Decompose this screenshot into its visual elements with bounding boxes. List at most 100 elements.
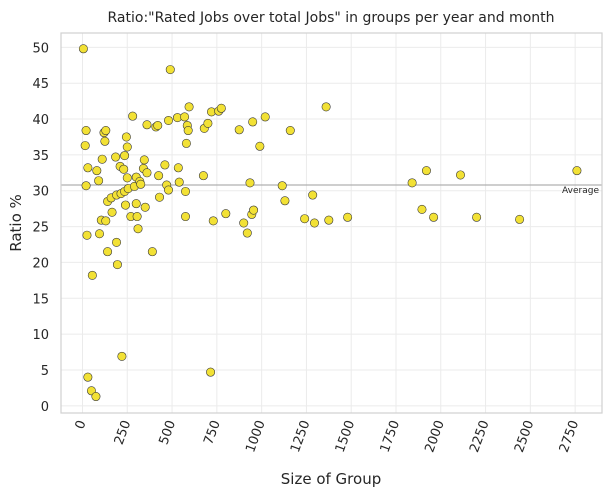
data-point — [242, 228, 252, 238]
data-point — [142, 120, 152, 130]
data-point — [100, 136, 110, 146]
data-point — [160, 160, 170, 170]
x-tick-label: 2500 — [512, 418, 537, 454]
data-point — [91, 392, 101, 402]
x-axis-label: Size of Group — [281, 470, 381, 488]
data-point — [122, 142, 132, 152]
data-point — [142, 168, 152, 178]
data-point — [472, 212, 482, 222]
data-point — [121, 132, 131, 142]
data-point — [407, 178, 417, 188]
data-point — [308, 190, 318, 200]
data-point — [321, 102, 331, 112]
data-point — [117, 351, 127, 361]
data-point — [155, 192, 165, 202]
x-tick-labels: 0 250 500 750 1000 1250 1500 1750 2000 2250 2500 27… — [73, 418, 583, 454]
data-point — [245, 178, 255, 188]
data-point — [572, 166, 582, 176]
data-point — [174, 177, 184, 187]
data-point — [249, 205, 259, 215]
data-point — [183, 126, 193, 136]
data-point — [140, 202, 150, 212]
data-point — [82, 230, 92, 240]
y-tick-label: 25 — [32, 221, 49, 236]
y-tick-label: 45 — [32, 77, 49, 92]
data-point — [165, 65, 175, 75]
data-point — [455, 170, 465, 180]
x-tick-label: 250 — [112, 418, 135, 446]
x-tick-label: 1000 — [243, 418, 268, 454]
data-point — [221, 209, 231, 219]
y-tick-label: 20 — [32, 256, 49, 271]
data-point — [111, 152, 121, 162]
x-tick-label: 0 — [73, 418, 90, 431]
data-point — [103, 247, 113, 257]
x-tick-label: 2250 — [467, 418, 492, 454]
average-label: Average — [562, 186, 599, 196]
data-point — [234, 125, 244, 135]
data-point — [239, 218, 249, 228]
y-tick-label: 10 — [32, 328, 49, 343]
y-axis-label: Ratio % — [7, 194, 25, 252]
x-tick-label: 1750 — [378, 418, 403, 454]
data-point — [300, 214, 310, 224]
data-point — [515, 214, 525, 224]
data-point — [417, 204, 427, 214]
data-point — [101, 216, 111, 226]
data-point — [277, 181, 287, 191]
data-point — [120, 151, 130, 161]
y-tick-label: 15 — [32, 292, 49, 307]
data-point — [120, 200, 130, 210]
data-point — [324, 215, 334, 225]
y-tick-label: 50 — [32, 41, 49, 56]
x-tick-label: 500 — [157, 418, 180, 446]
y-tick-labels: 0 5 10 15 20 25 30 35 40 45 50 — [32, 41, 49, 414]
data-point — [107, 207, 117, 217]
data-point — [260, 112, 270, 122]
data-point — [173, 163, 183, 173]
data-point — [206, 367, 216, 377]
data-point — [181, 212, 191, 222]
data-point — [139, 155, 149, 165]
data-points — [78, 44, 582, 402]
data-point — [163, 115, 173, 125]
data-point — [153, 120, 163, 130]
data-point — [95, 229, 105, 239]
data-point — [147, 247, 157, 257]
data-point — [83, 163, 93, 173]
data-point — [429, 212, 439, 222]
data-point — [421, 166, 431, 176]
data-point — [112, 237, 122, 247]
data-point — [184, 102, 194, 112]
y-tick-label: 40 — [32, 113, 49, 128]
data-point — [80, 141, 90, 151]
data-point — [208, 216, 218, 226]
data-point — [343, 212, 353, 222]
data-point — [131, 199, 141, 209]
y-tick-label: 5 — [41, 364, 49, 379]
data-point — [112, 260, 122, 270]
data-point — [216, 103, 226, 113]
data-point — [309, 218, 319, 228]
data-point — [78, 44, 88, 54]
data-point — [122, 173, 132, 183]
data-point — [128, 111, 138, 121]
x-tick-label: 2000 — [422, 418, 447, 454]
data-point — [198, 171, 208, 181]
data-point — [136, 179, 146, 189]
x-tick-label: 750 — [201, 418, 224, 446]
y-tick-label: 0 — [41, 400, 49, 415]
x-tick-label: 1250 — [288, 418, 313, 454]
data-point — [81, 126, 91, 136]
data-point — [119, 164, 129, 174]
x-tick-label: 1500 — [333, 418, 358, 454]
data-point — [181, 186, 191, 196]
y-tick-label: 30 — [32, 185, 49, 200]
plot-frame — [60, 32, 603, 414]
data-point — [83, 372, 93, 382]
data-point — [87, 270, 97, 280]
data-point — [81, 181, 91, 191]
data-point — [94, 176, 104, 186]
grid-lines — [61, 33, 602, 413]
